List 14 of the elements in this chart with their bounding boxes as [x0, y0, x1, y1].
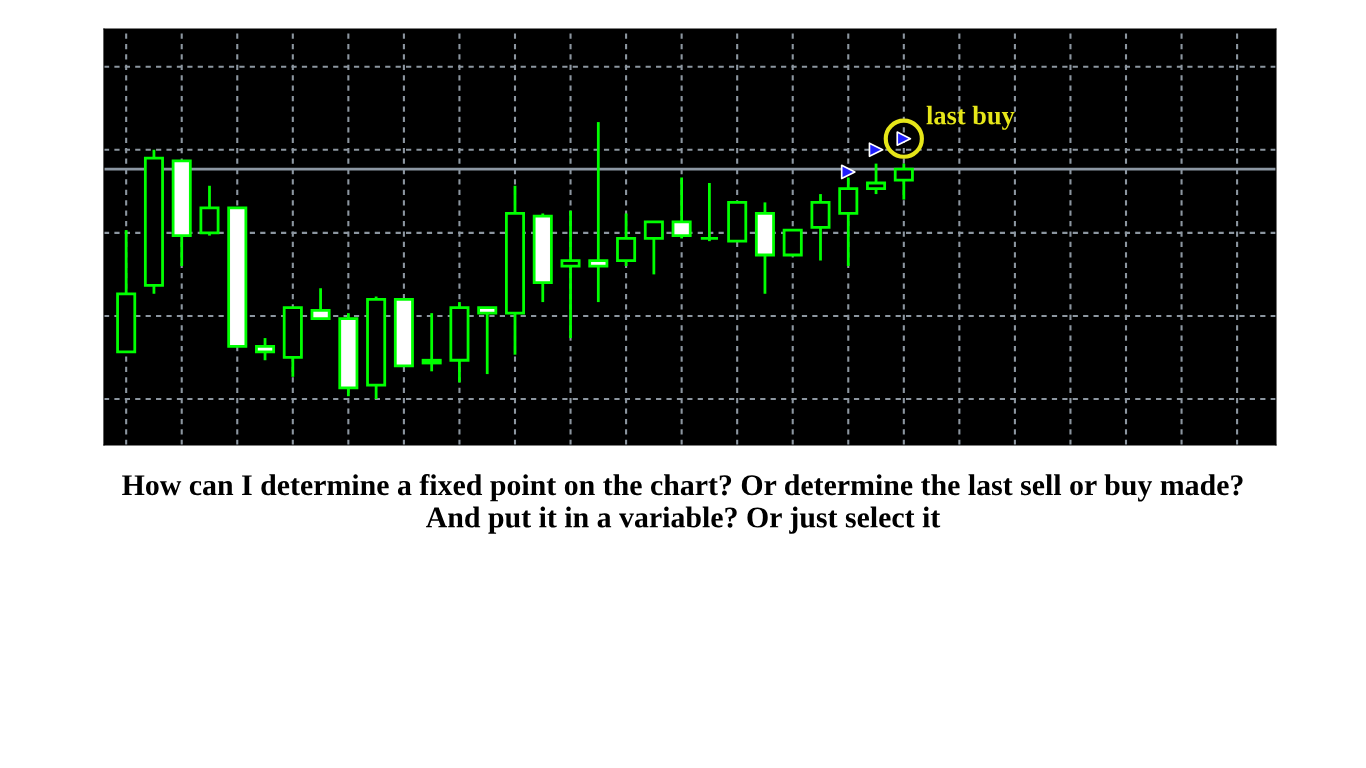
candlestick [893, 162, 914, 202]
text: How can I determine a fixed point on the chart? Or determine the last sell or buy made? And put it in a variable? Or just select it [122, 473, 1243, 534]
candlestick [255, 336, 276, 362]
candlestick [477, 306, 498, 376]
candlestick [310, 286, 331, 321]
candlestick [671, 176, 692, 240]
annotation: last buy [926, 105, 1015, 130]
candlestick [421, 311, 442, 373]
candlestick [866, 162, 887, 196]
candlestick [616, 212, 637, 268]
candlestick [699, 181, 720, 243]
candlestick [560, 209, 581, 340]
candlestick [643, 220, 664, 276]
candlestick [588, 120, 609, 304]
